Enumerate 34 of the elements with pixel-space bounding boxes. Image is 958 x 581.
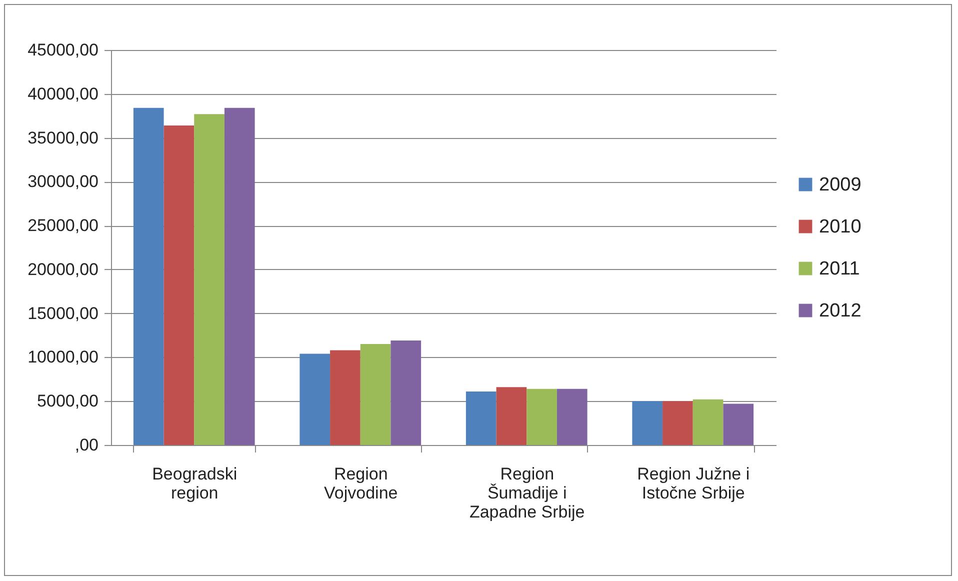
y-tick-label: 15000,00	[28, 304, 98, 323]
legend-label: 2011	[819, 258, 860, 280]
bar	[556, 388, 588, 445]
bar	[133, 108, 164, 445]
y-tick-label: ,00	[74, 436, 98, 454]
y-tick-label: 40000,00	[28, 84, 98, 104]
bar	[632, 401, 663, 445]
legend-label: 2010	[819, 216, 862, 238]
bar	[662, 401, 693, 445]
x-tick-label: Beogradski region	[152, 464, 238, 502]
x-tick-label: Region Vojvodine	[324, 464, 398, 502]
legend-label: 2009	[819, 174, 862, 196]
bar	[194, 114, 224, 445]
x-tick-label: Region Južne i Istočne Srbije	[637, 464, 750, 502]
bar	[300, 354, 330, 445]
y-tick-label: 20000,00	[28, 260, 98, 279]
y-tick-label: 45000,00	[28, 40, 98, 60]
y-tick-label: 25000,00	[28, 216, 98, 236]
y-tick-label: 35000,00	[28, 128, 98, 148]
bar	[360, 344, 391, 445]
bar	[330, 350, 360, 445]
y-tick-label: 30000,00	[28, 172, 98, 192]
y-tick-label: 10000,00	[28, 348, 98, 367]
bar	[390, 340, 422, 445]
bar	[466, 391, 496, 445]
bar	[526, 388, 557, 445]
bar	[692, 399, 724, 445]
y-tick-label: 5000,00	[37, 392, 98, 411]
x-tick-label: Region Šumadije i Zapadne Srbije	[469, 464, 585, 522]
legend-label: 2012	[819, 300, 862, 322]
bar	[164, 125, 194, 445]
bar	[723, 404, 754, 445]
bar	[224, 108, 255, 445]
bar	[496, 387, 527, 445]
